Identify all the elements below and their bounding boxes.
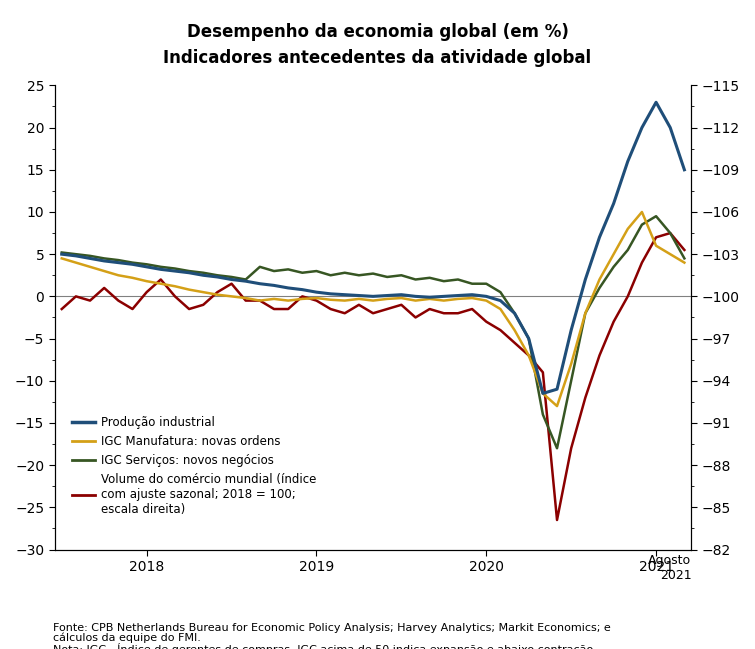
Text: Indicadores antecedentes da atividade global: Indicadores antecedentes da atividade gl… bbox=[163, 49, 592, 67]
Text: Desempenho da economia global (em %): Desempenho da economia global (em %) bbox=[186, 23, 569, 42]
Legend: Produção industrial, IGC Manufatura: novas ordens, IGC Serviços: novos negócios,: Produção industrial, IGC Manufatura: nov… bbox=[67, 411, 322, 520]
Text: cálculos da equipe do FMI.: cálculos da equipe do FMI. bbox=[53, 633, 201, 643]
Text: Fonte: CPB Netherlands Bureau for Economic Policy Analysis; Harvey Analytics; Ma: Fonte: CPB Netherlands Bureau for Econom… bbox=[53, 623, 611, 633]
Text: Agosto
2021: Agosto 2021 bbox=[649, 554, 692, 582]
Text: Nota: IGC - Índice de gerentes de compras. IGC acima de 50 indica expansão e aba: Nota: IGC - Índice de gerentes de compra… bbox=[53, 643, 596, 649]
